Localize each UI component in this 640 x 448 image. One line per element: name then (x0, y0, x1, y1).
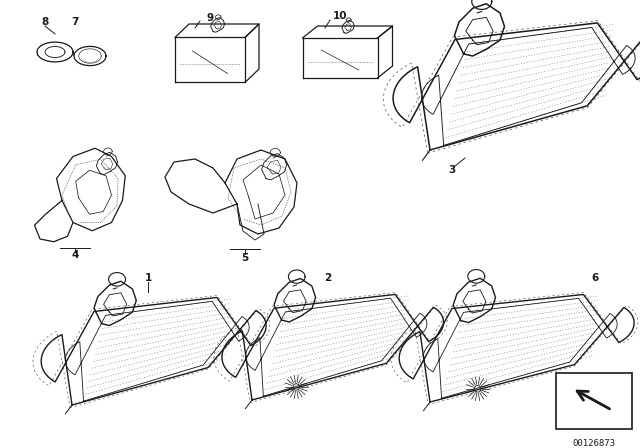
Text: 8: 8 (42, 17, 49, 27)
Text: 7: 7 (71, 17, 79, 27)
Text: 1: 1 (145, 273, 152, 283)
Text: 6: 6 (591, 273, 598, 283)
Text: 3: 3 (449, 165, 456, 175)
Text: 00126873: 00126873 (573, 439, 616, 448)
Text: 10: 10 (333, 11, 348, 21)
Text: 2: 2 (324, 273, 332, 283)
Text: 5: 5 (241, 253, 248, 263)
FancyBboxPatch shape (556, 373, 632, 429)
Text: 9: 9 (207, 13, 214, 23)
Text: 4: 4 (71, 250, 79, 260)
